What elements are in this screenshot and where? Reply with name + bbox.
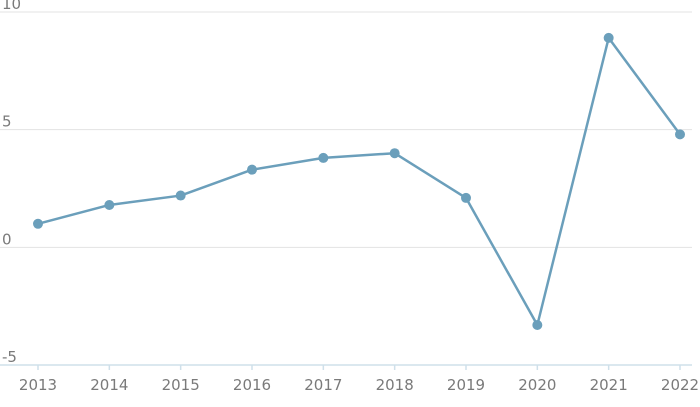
x-tick-label: 2022 bbox=[661, 376, 699, 394]
x-tick-label: 2020 bbox=[518, 376, 556, 394]
data-point bbox=[532, 319, 543, 330]
x-tick-label: 2019 bbox=[447, 376, 485, 394]
x-tick-label: 2016 bbox=[233, 376, 271, 394]
data-point bbox=[389, 148, 400, 159]
x-tick-label: 2017 bbox=[304, 376, 342, 394]
x-tick-label: 2015 bbox=[162, 376, 200, 394]
data-point bbox=[675, 129, 685, 140]
data-point bbox=[318, 152, 329, 163]
x-tick-label: 2013 bbox=[19, 376, 57, 394]
gridlines bbox=[0, 11, 692, 366]
x-tick-label: 2018 bbox=[376, 376, 414, 394]
x-axis-ticks: 2013 2014 2015 2016 2017 2018 2019 2020 2021 2022 bbox=[19, 365, 699, 394]
y-tick-label: 0 bbox=[2, 230, 12, 248]
data-point bbox=[175, 190, 186, 201]
data-point bbox=[247, 164, 257, 175]
series-line bbox=[37, 36, 682, 327]
data-point bbox=[104, 199, 115, 210]
x-tick-label: 2014 bbox=[90, 376, 128, 394]
x-tick-label: 2021 bbox=[590, 376, 628, 394]
data-point bbox=[603, 32, 614, 43]
y-tick-label: 10 bbox=[2, 0, 21, 13]
series bbox=[33, 32, 685, 330]
data-point bbox=[33, 218, 43, 229]
data-point bbox=[461, 192, 471, 203]
y-tick-label: -5 bbox=[2, 348, 17, 366]
y-axis-ticks: -5 0 5 10 bbox=[2, 0, 21, 366]
y-tick-label: 5 bbox=[2, 113, 12, 131]
